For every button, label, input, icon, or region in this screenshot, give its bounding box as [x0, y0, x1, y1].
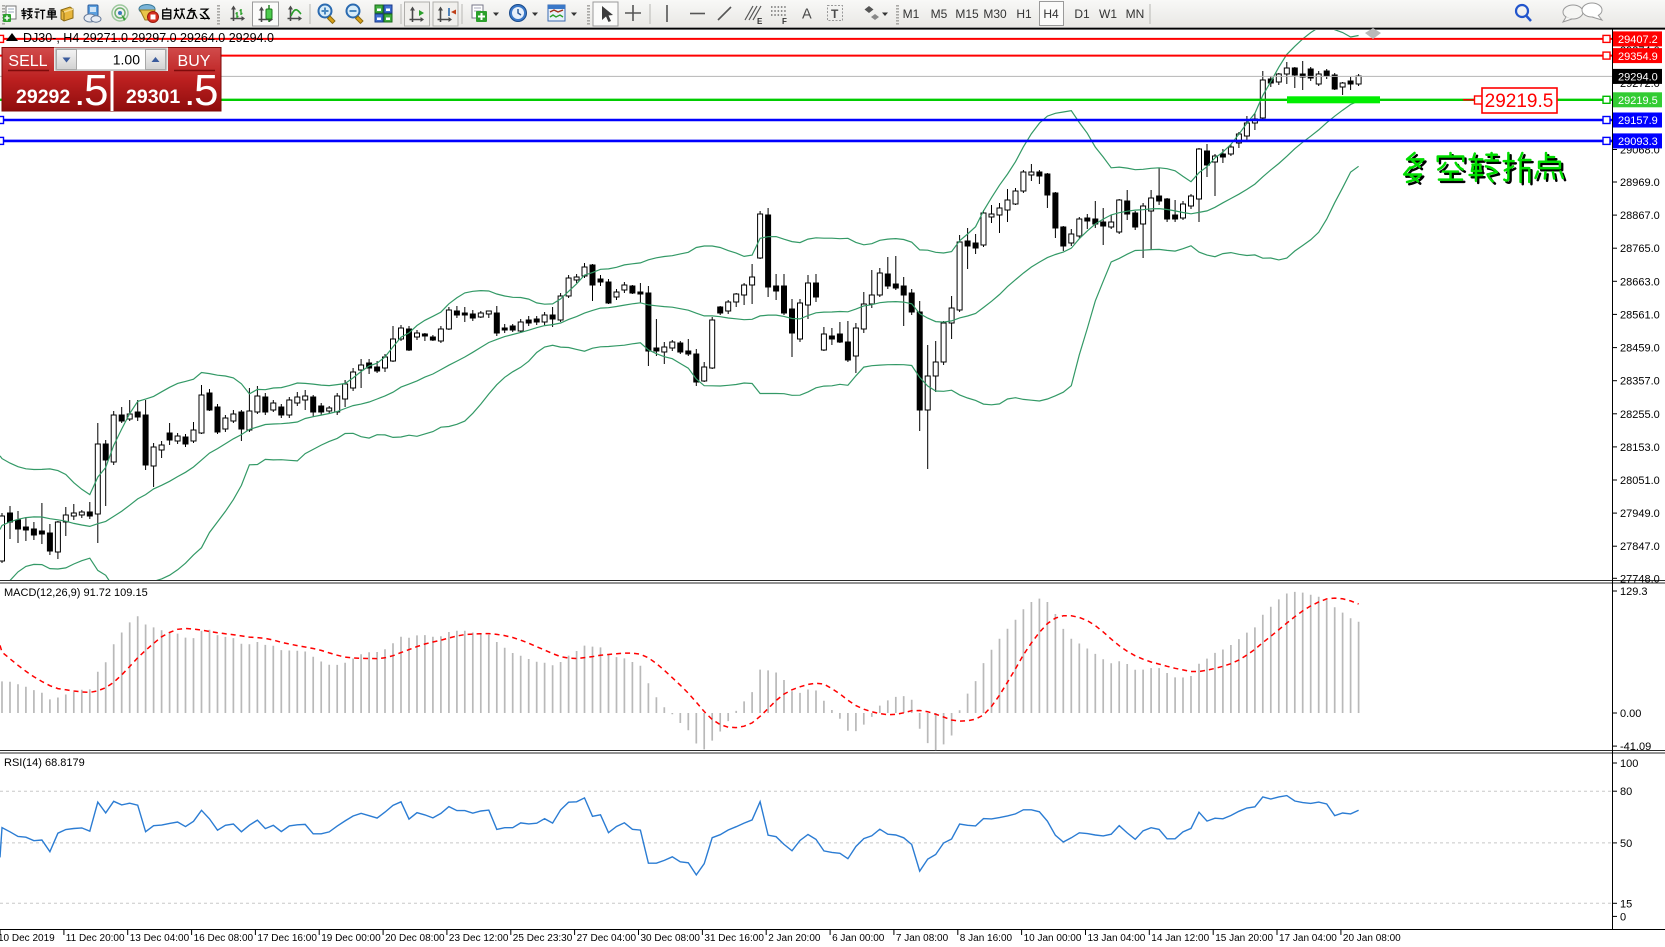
- svg-text:0: 0: [1620, 911, 1626, 923]
- svg-text:10 Dec 2019: 10 Dec 2019: [0, 933, 55, 944]
- svg-text:28969.0: 28969.0: [1620, 177, 1660, 189]
- svg-text:M15: M15: [955, 7, 979, 21]
- svg-text:F: F: [782, 17, 787, 26]
- svg-text:13 Dec 04:00: 13 Dec 04:00: [130, 933, 190, 944]
- svg-text:MN: MN: [1126, 7, 1145, 21]
- svg-text:M5: M5: [931, 7, 948, 21]
- svg-text:T: T: [831, 7, 839, 21]
- svg-text:1.00: 1.00: [113, 52, 140, 68]
- svg-text:30 Dec 08:00: 30 Dec 08:00: [641, 933, 701, 944]
- svg-text:29219.5: 29219.5: [1485, 91, 1554, 112]
- svg-text:16 Dec 08:00: 16 Dec 08:00: [194, 933, 254, 944]
- svg-text:.: .: [186, 81, 194, 111]
- svg-text:14 Jan 12:00: 14 Jan 12:00: [1151, 933, 1209, 944]
- svg-text:27748.0: 27748.0: [1620, 573, 1660, 585]
- svg-text:5: 5: [194, 66, 218, 115]
- svg-text:20 Dec 08:00: 20 Dec 08:00: [385, 933, 445, 944]
- svg-text:28051.0: 28051.0: [1620, 475, 1660, 487]
- svg-text:28357.0: 28357.0: [1620, 376, 1660, 388]
- svg-text:SELL: SELL: [8, 53, 47, 70]
- svg-text:.: .: [76, 81, 84, 111]
- svg-text:M30: M30: [983, 7, 1007, 21]
- svg-text:29093.3: 29093.3: [1618, 136, 1658, 148]
- svg-text:15 Jan 20:00: 15 Jan 20:00: [1215, 933, 1273, 944]
- svg-text:BUY: BUY: [178, 53, 211, 70]
- svg-text:29301: 29301: [126, 86, 180, 108]
- svg-text:H1: H1: [1016, 7, 1032, 21]
- svg-text:M1: M1: [903, 7, 920, 21]
- svg-text:27847.0: 27847.0: [1620, 541, 1660, 553]
- svg-text:D1: D1: [1074, 7, 1090, 21]
- svg-text:129.3: 129.3: [1620, 586, 1648, 598]
- svg-text:28459.0: 28459.0: [1620, 343, 1660, 355]
- svg-text:29292: 29292: [16, 86, 70, 108]
- svg-text:28153.0: 28153.0: [1620, 442, 1660, 454]
- svg-text:15: 15: [1620, 898, 1632, 910]
- svg-text:W1: W1: [1099, 7, 1117, 21]
- svg-text:2 Jan 20:00: 2 Jan 20:00: [768, 933, 821, 944]
- svg-text:17 Dec 16:00: 17 Dec 16:00: [257, 933, 317, 944]
- svg-text:31 Dec 16:00: 31 Dec 16:00: [704, 933, 764, 944]
- svg-text:27949.0: 27949.0: [1620, 508, 1660, 520]
- svg-text:RSI(14) 68.8179: RSI(14) 68.8179: [4, 757, 85, 769]
- svg-text:DJ30-, H4 29271.0 29297.0 292: DJ30-, H4 29271.0 29297.0 29264.0 29294.…: [23, 31, 274, 45]
- svg-text:A: A: [802, 7, 812, 23]
- svg-text:5: 5: [84, 66, 108, 115]
- svg-text:28255.0: 28255.0: [1620, 409, 1660, 421]
- svg-text:-41.09: -41.09: [1620, 741, 1651, 753]
- svg-text:20 Jan 08:00: 20 Jan 08:00: [1343, 933, 1401, 944]
- svg-text:23 Dec 12:00: 23 Dec 12:00: [449, 933, 509, 944]
- svg-text:29354.9: 29354.9: [1618, 51, 1658, 63]
- svg-text:19 Dec 00:00: 19 Dec 00:00: [321, 933, 381, 944]
- svg-text:17 Jan 04:00: 17 Jan 04:00: [1279, 933, 1337, 944]
- svg-text:29219.5: 29219.5: [1618, 95, 1658, 107]
- svg-text:8 Jan 16:00: 8 Jan 16:00: [960, 933, 1013, 944]
- svg-text:13 Jan 04:00: 13 Jan 04:00: [1088, 933, 1146, 944]
- svg-text:29407.2: 29407.2: [1618, 34, 1658, 46]
- svg-text:27 Dec 04:00: 27 Dec 04:00: [577, 933, 637, 944]
- svg-text:11 Dec 20:00: 11 Dec 20:00: [66, 933, 125, 944]
- svg-text:80: 80: [1620, 786, 1632, 798]
- svg-text:H4: H4: [1043, 7, 1059, 21]
- svg-text:MACD(12,26,9) 91.72 109.15: MACD(12,26,9) 91.72 109.15: [4, 587, 148, 599]
- svg-text:28765.0: 28765.0: [1620, 243, 1660, 255]
- svg-text:28561.0: 28561.0: [1620, 309, 1660, 321]
- svg-text:50: 50: [1620, 838, 1632, 850]
- svg-text:7 Jan 08:00: 7 Jan 08:00: [896, 933, 949, 944]
- svg-text:10 Jan 00:00: 10 Jan 00:00: [1024, 933, 1082, 944]
- svg-text:6 Jan 00:00: 6 Jan 00:00: [832, 933, 885, 944]
- svg-text:29157.9: 29157.9: [1618, 115, 1658, 127]
- svg-text:0.00: 0.00: [1620, 708, 1641, 720]
- svg-text:25 Dec 23:30: 25 Dec 23:30: [513, 933, 573, 944]
- svg-text:28663.0: 28663.0: [1620, 276, 1660, 288]
- svg-text:29294.0: 29294.0: [1618, 72, 1658, 84]
- svg-text:28867.0: 28867.0: [1620, 210, 1660, 222]
- svg-text:E: E: [757, 17, 763, 26]
- svg-text:100: 100: [1620, 758, 1638, 770]
